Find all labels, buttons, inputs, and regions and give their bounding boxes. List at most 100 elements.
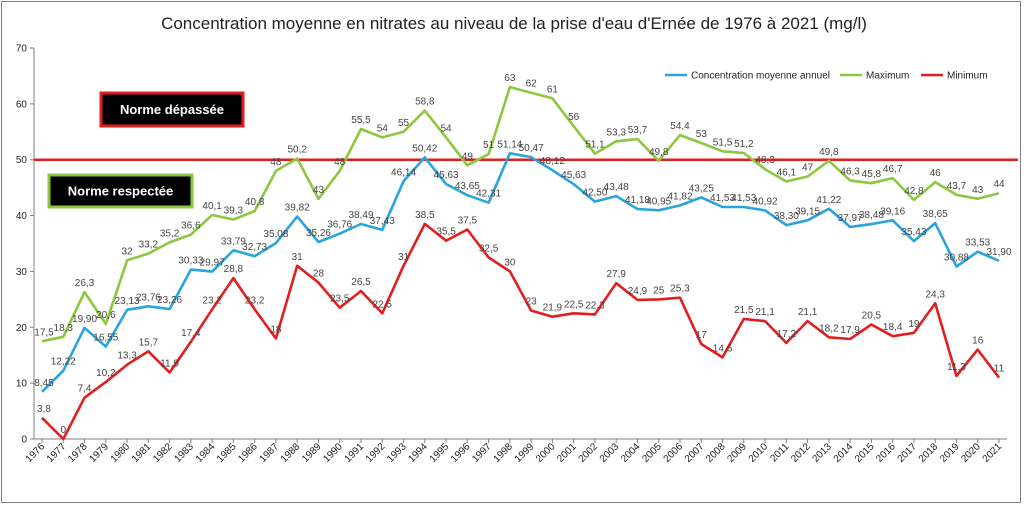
data-label-maximum: 49,8 — [819, 147, 839, 158]
data-label-maximum: 48,3 — [755, 155, 775, 166]
data-label-maximum: 47 — [802, 162, 814, 173]
x-tick-label: 2001 — [555, 441, 579, 465]
data-label-moyenne: 45,63 — [434, 170, 459, 181]
x-tick-label: 1984 — [194, 441, 218, 465]
data-label-moyenne: 42,50 — [582, 188, 607, 199]
data-label-minimum: 18,2 — [819, 323, 839, 334]
norme-respectee-text: Norme respectée — [68, 184, 174, 199]
data-label-moyenne: 50,42 — [412, 143, 437, 154]
data-label-maximum: 54,4 — [670, 121, 690, 132]
x-tick-label: 1985 — [215, 441, 239, 465]
x-tick-label: 2009 — [725, 441, 749, 465]
data-label-minimum: 15,7 — [139, 337, 159, 348]
x-tick-label: 1997 — [470, 441, 494, 465]
x-tick-label: 2010 — [747, 441, 771, 465]
data-label-minimum: 19 — [908, 319, 920, 330]
data-label-maximum: 20,6 — [96, 310, 116, 321]
data-label-minimum: 20,5 — [862, 310, 882, 321]
data-label-maximum: 17,5 — [34, 327, 54, 338]
data-label-minimum: 21,9 — [543, 303, 563, 314]
data-label-moyenne: 39,82 — [285, 203, 310, 214]
data-label-minimum: 31 — [398, 252, 410, 263]
data-label-moyenne: 23,26 — [157, 295, 182, 306]
data-label-minimum: 21,1 — [755, 307, 775, 318]
data-label-maximum: 40,1 — [202, 201, 222, 212]
data-label-maximum: 43 — [972, 185, 984, 196]
data-label-maximum: 46,1 — [777, 167, 797, 178]
data-label-moyenne: 41,53 — [731, 193, 756, 204]
data-label-maximum: 63 — [504, 73, 516, 84]
data-label-maximum: 54 — [377, 123, 389, 134]
data-label-moyenne: 41,53 — [710, 193, 735, 204]
data-label-minimum: 17,4 — [181, 328, 201, 339]
data-label-minimum: 32,5 — [479, 243, 499, 254]
data-label-moyenne: 41,18 — [625, 195, 650, 206]
data-label-minimum: 0 — [60, 425, 66, 436]
data-label-maximum: 45,8 — [862, 169, 882, 180]
x-tick-label: 1989 — [300, 441, 324, 465]
data-label-minimum: 23,2 — [202, 295, 222, 306]
x-tick-label: 1987 — [258, 441, 282, 465]
data-label-maximum: 53,7 — [628, 125, 648, 136]
x-tick-label: 1988 — [279, 441, 303, 465]
data-label-maximum: 51 — [483, 140, 495, 151]
x-tick-label: 1991 — [343, 441, 367, 465]
data-label-minimum: 24,9 — [628, 286, 648, 297]
y-tick-label: 60 — [16, 99, 28, 110]
data-label-moyenne: 46,14 — [391, 167, 416, 178]
data-label-maximum: 43,7 — [947, 181, 967, 192]
x-tick-label: 1993 — [385, 441, 409, 465]
data-label-minimum: 21,5 — [734, 305, 754, 316]
data-label-maximum: 39,3 — [224, 205, 244, 216]
data-label-minimum: 23,2 — [245, 295, 265, 306]
y-tick-label: 20 — [16, 323, 28, 334]
data-label-moyenne: 12,22 — [51, 357, 76, 368]
data-label-moyenne: 51,14 — [497, 139, 522, 150]
data-label-maximum: 44 — [993, 179, 1005, 190]
data-label-minimum: 11,9 — [160, 359, 179, 370]
data-label-moyenne: 42,31 — [476, 189, 501, 200]
data-label-minimum: 23 — [526, 297, 538, 308]
legend-label-maximum: Maximum — [866, 71, 909, 82]
data-label-minimum: 23,5 — [330, 294, 350, 305]
y-tick-label: 30 — [16, 267, 28, 278]
x-tick-label: 2008 — [704, 441, 728, 465]
data-label-maximum: 18,3 — [54, 323, 74, 334]
x-tick-label: 2018 — [917, 441, 941, 465]
legend-label-minimum: Minimum — [947, 71, 988, 82]
y-tick-label: 40 — [16, 211, 28, 222]
data-label-moyenne: 30,88 — [944, 253, 969, 264]
y-tick-label: 10 — [16, 379, 28, 390]
data-label-maximum: 49 — [462, 151, 474, 162]
data-label-minimum: 21,1 — [798, 307, 818, 318]
norme-depassee-box — [99, 91, 245, 128]
data-label-minimum: 22,5 — [373, 299, 393, 310]
x-tick-label: 1998 — [491, 441, 515, 465]
data-label-minimum: 31 — [292, 252, 304, 263]
data-label-moyenne: 31,90 — [986, 247, 1011, 258]
data-label-minimum: 35,5 — [436, 227, 456, 238]
y-tick-label: 0 — [21, 435, 27, 446]
data-label-moyenne: 37,43 — [370, 216, 395, 227]
data-label-moyenne: 30,33 — [178, 256, 203, 267]
data-label-moyenne: 32,73 — [242, 242, 267, 253]
data-label-minimum: 17,9 — [840, 325, 860, 336]
data-label-maximum: 43 — [313, 185, 325, 196]
data-label-minimum: 3,8 — [37, 404, 51, 415]
data-label-minimum: 17,2 — [777, 329, 797, 340]
x-tick-label: 1977 — [45, 441, 69, 465]
data-label-moyenne: 36,76 — [327, 220, 352, 231]
series-line-maximum — [41, 85, 1000, 343]
data-label-minimum: 11 — [994, 364, 1005, 375]
data-label-minimum: 18,4 — [883, 322, 903, 333]
data-label-minimum: 24,3 — [925, 289, 945, 300]
x-tick-label: 1983 — [172, 441, 196, 465]
x-tick-label: 2006 — [662, 441, 686, 465]
data-label-moyenne: 8,45 — [34, 378, 54, 389]
data-label-moyenne: 35,26 — [306, 228, 331, 239]
data-label-moyenne: 23,13 — [115, 296, 140, 307]
x-tick-label: 1999 — [513, 441, 537, 465]
data-label-moyenne: 35,08 — [263, 229, 288, 240]
data-label-maximum: 35,2 — [160, 228, 180, 239]
